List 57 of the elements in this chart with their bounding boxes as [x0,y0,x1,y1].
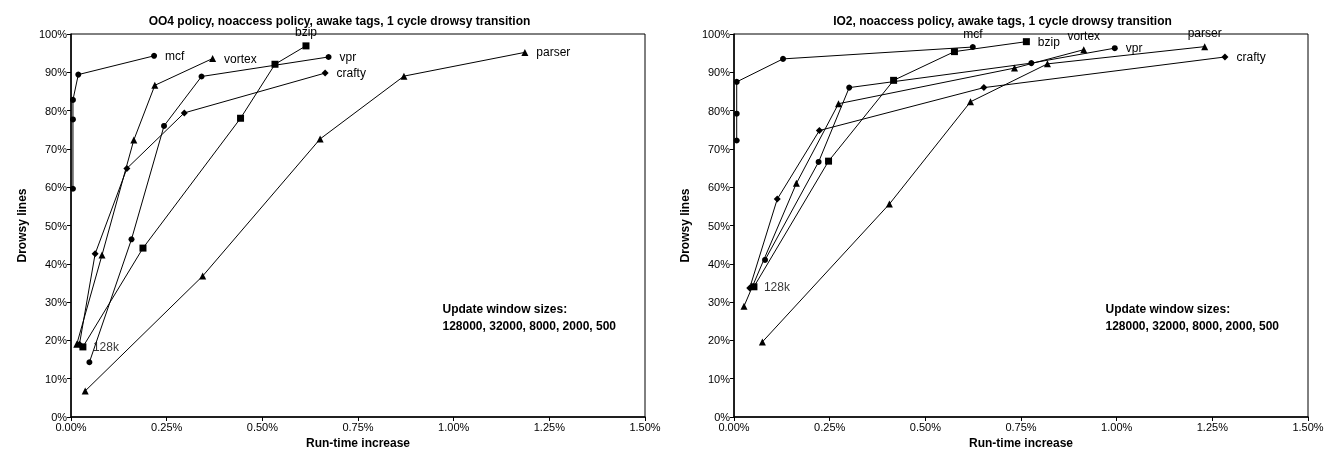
x-tick-label: 0.25% [151,420,183,433]
series-label: parser [1187,26,1222,41]
series-label: vortex [1067,29,1101,44]
y-tick-label: 40% [45,257,68,270]
x-tick-label: 0.50% [246,420,279,433]
series-label: crafty [336,66,366,81]
x-tick-label: 1.00% [1101,420,1133,433]
y-tick-label: 0% [714,411,731,423]
chart-title: OO4 policy, noaccess policy, awake tags, 1 cycle drowsy transition [148,14,531,28]
x-tick-label: 0.00% [718,420,750,433]
annotation: 128k [92,339,120,354]
y-tick-label: 60% [708,181,731,194]
y-tick-label: 90% [45,66,68,79]
series-label: mcf [963,27,984,42]
y-axis-title: Drowsy lines [15,188,29,263]
y-tick-label: 80% [45,104,68,117]
annotation: Update window sizes: 128000, 32000, 8000, 2000, 500 [442,301,617,333]
y-tick-label: 50% [708,219,731,232]
y-tick-label: 80% [708,104,731,117]
series-label: vortex [224,51,257,66]
x-tick-label: 1.50% [629,420,661,433]
y-tick-label: 10% [708,372,731,385]
y-axis-title: Drowsy lines [678,188,692,263]
chart-title: IO2, noaccess policy, awake tags, 1 cycle drowsy transition [833,14,1172,28]
series-label: mcf [165,48,186,63]
y-tick-label: 100% [38,28,68,40]
y-tick-label: 40% [708,257,731,270]
x-tick-label: 1.25% [533,420,566,433]
x-tick-label: 0.75% [1005,420,1037,433]
x-axis-title: Run-time increase [968,436,1074,450]
series-label: crafty [1236,49,1266,64]
y-tick-label: 100% [701,28,731,40]
y-tick-label: 60% [45,181,68,194]
x-tick-label: 1.00% [438,420,470,433]
x-tick-label: 0.75% [342,420,374,433]
y-tick-label: 0% [51,411,68,423]
series-label: bzip [1037,34,1061,49]
x-tick-label: 0.00% [55,420,87,433]
x-tick-label: 0.25% [814,420,846,433]
annotation: Update window sizes: 128000, 32000, 8000, 2000, 500 [1105,301,1280,333]
y-tick-label: 30% [45,296,68,309]
x-tick-label: 1.25% [1196,420,1229,433]
x-tick-label: 0.50% [909,420,942,433]
series-label: vpr [339,49,357,64]
y-tick-label: 70% [45,142,68,155]
y-tick-label: 70% [708,142,731,155]
y-tick-label: 90% [708,66,731,79]
y-tick-label: 10% [45,372,68,385]
y-tick-label: 20% [45,334,68,347]
annotation: 128k [763,279,791,294]
series-label: vpr [1125,41,1143,56]
y-tick-label: 20% [708,334,731,347]
x-axis-title: Run-time increase [305,436,411,450]
y-tick-label: 50% [45,219,68,232]
series-label: parser [536,45,571,60]
y-tick-label: 30% [708,296,731,309]
x-tick-label: 1.50% [1292,420,1324,433]
